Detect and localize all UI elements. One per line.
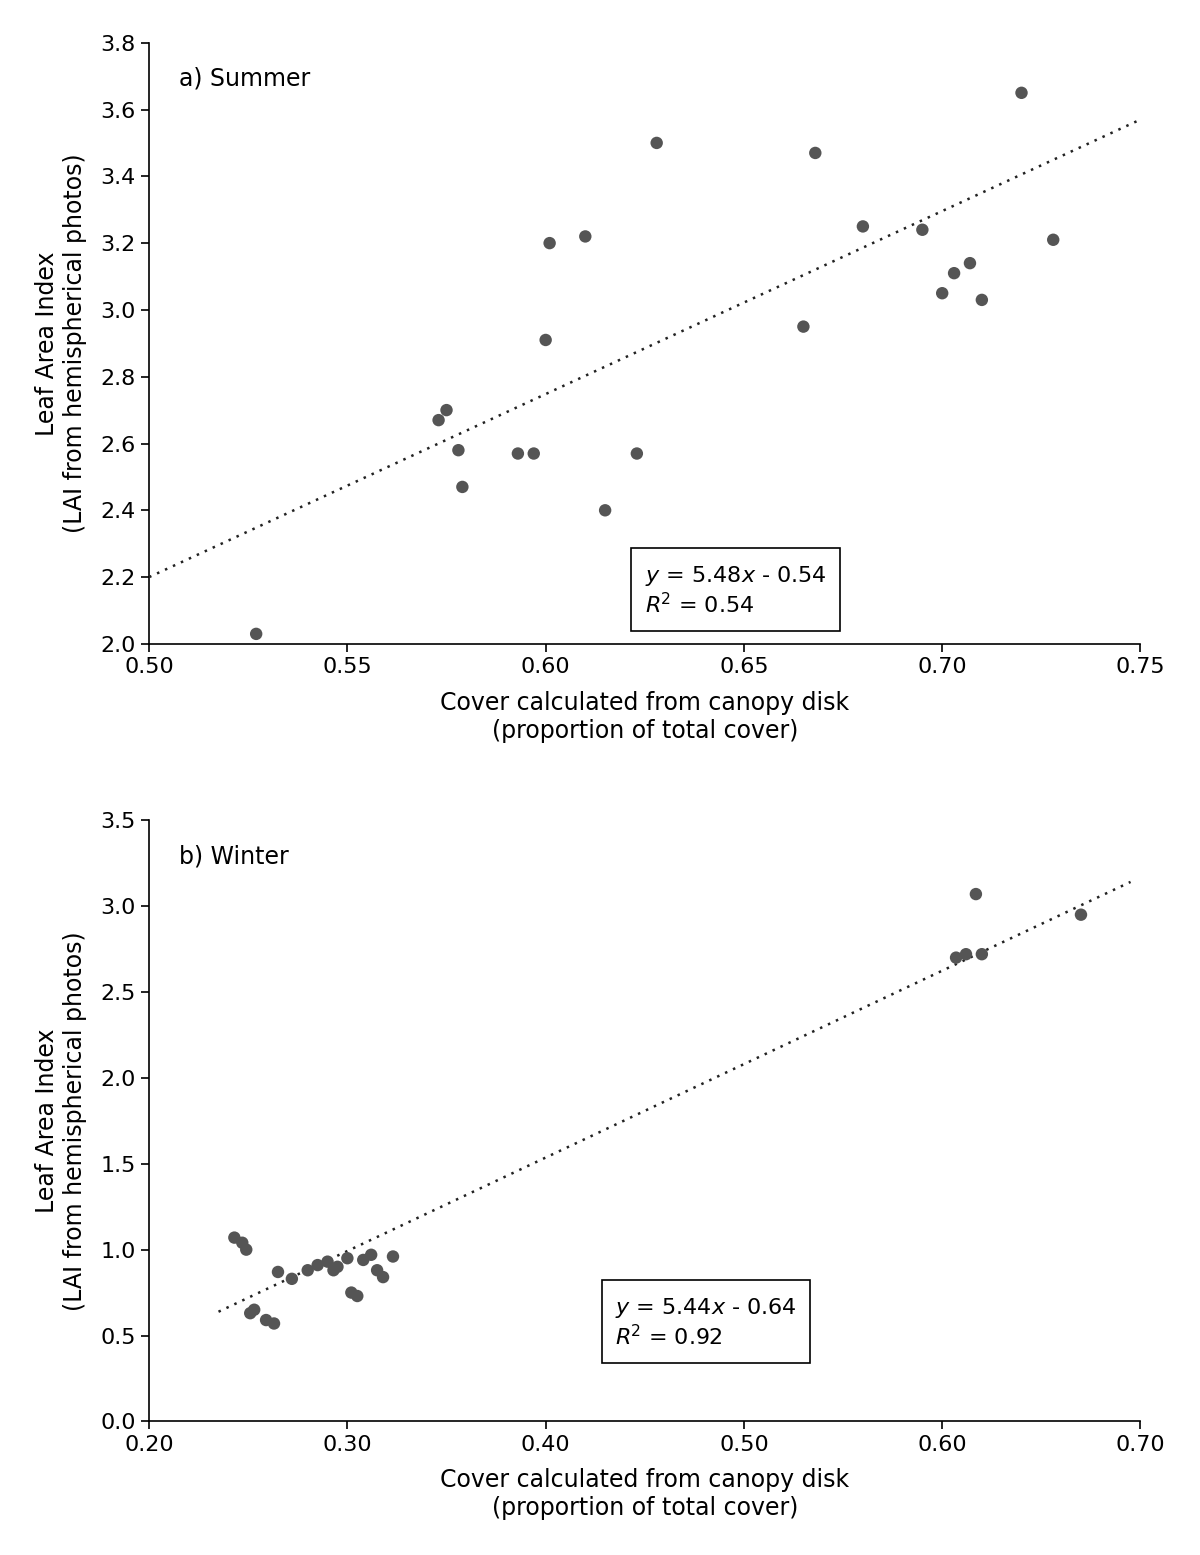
Point [853,215,872,239]
Point [224,1225,244,1250]
Point [241,1300,260,1325]
Point [264,1311,283,1336]
Point [437,398,456,423]
Point [913,218,932,243]
X-axis label: Cover calculated from canopy disk
(proportion of total cover): Cover calculated from canopy disk (propo… [440,1468,850,1521]
Point [647,131,666,156]
Point [361,1242,380,1267]
Point [348,1283,367,1308]
Text: $\it{y}$ = 5.48$\it{x}$ - 0.54
$\it{R}$$^2$ = 0.54: $\it{y}$ = 5.48$\it{x}$ - 0.54 $\it{R}$$… [644,564,827,617]
Point [628,442,647,466]
Point [966,882,985,907]
Point [805,140,824,165]
Point [524,442,544,466]
Point [324,1258,343,1283]
Text: $\it{y}$ = 5.44$\it{x}$ - 0.64
$\it{R}$$^2$ = 0.92: $\it{y}$ = 5.44$\it{x}$ - 0.64 $\it{R}$$… [616,1295,797,1350]
Point [452,474,472,499]
Point [1044,227,1063,252]
Point [236,1238,256,1263]
Point [246,622,265,647]
Point [794,314,814,339]
Point [342,1280,361,1305]
X-axis label: Cover calculated from canopy disk
(proportion of total cover): Cover calculated from canopy disk (propo… [440,690,850,743]
Point [947,945,966,970]
Point [449,439,468,463]
Point [540,230,559,255]
Point [308,1253,328,1278]
Y-axis label: Leaf Area Index
(LAI from hemispherical photos): Leaf Area Index (LAI from hemispherical … [35,154,86,533]
Point [318,1249,337,1274]
Point [383,1244,402,1269]
Point [1072,902,1091,927]
Point [536,328,556,353]
Point [233,1230,252,1255]
Point [972,942,991,967]
Point [245,1297,264,1322]
Point [960,250,979,275]
Point [428,407,448,432]
Point [944,261,964,286]
Point [972,288,991,313]
Y-axis label: Leaf Area Index
(LAI from hemispherical photos): Leaf Area Index (LAI from hemispherical … [35,931,86,1311]
Text: a) Summer: a) Summer [179,67,310,90]
Point [509,442,528,466]
Point [337,1246,356,1270]
Point [595,498,614,522]
Point [298,1258,317,1283]
Point [1012,81,1031,106]
Point [956,942,976,967]
Point [269,1260,288,1284]
Point [328,1255,347,1280]
Text: b) Winter: b) Winter [179,844,288,868]
Point [354,1247,373,1272]
Point [367,1258,386,1283]
Point [576,224,595,249]
Point [932,281,952,306]
Point [257,1308,276,1333]
Point [282,1266,301,1291]
Point [373,1264,392,1289]
